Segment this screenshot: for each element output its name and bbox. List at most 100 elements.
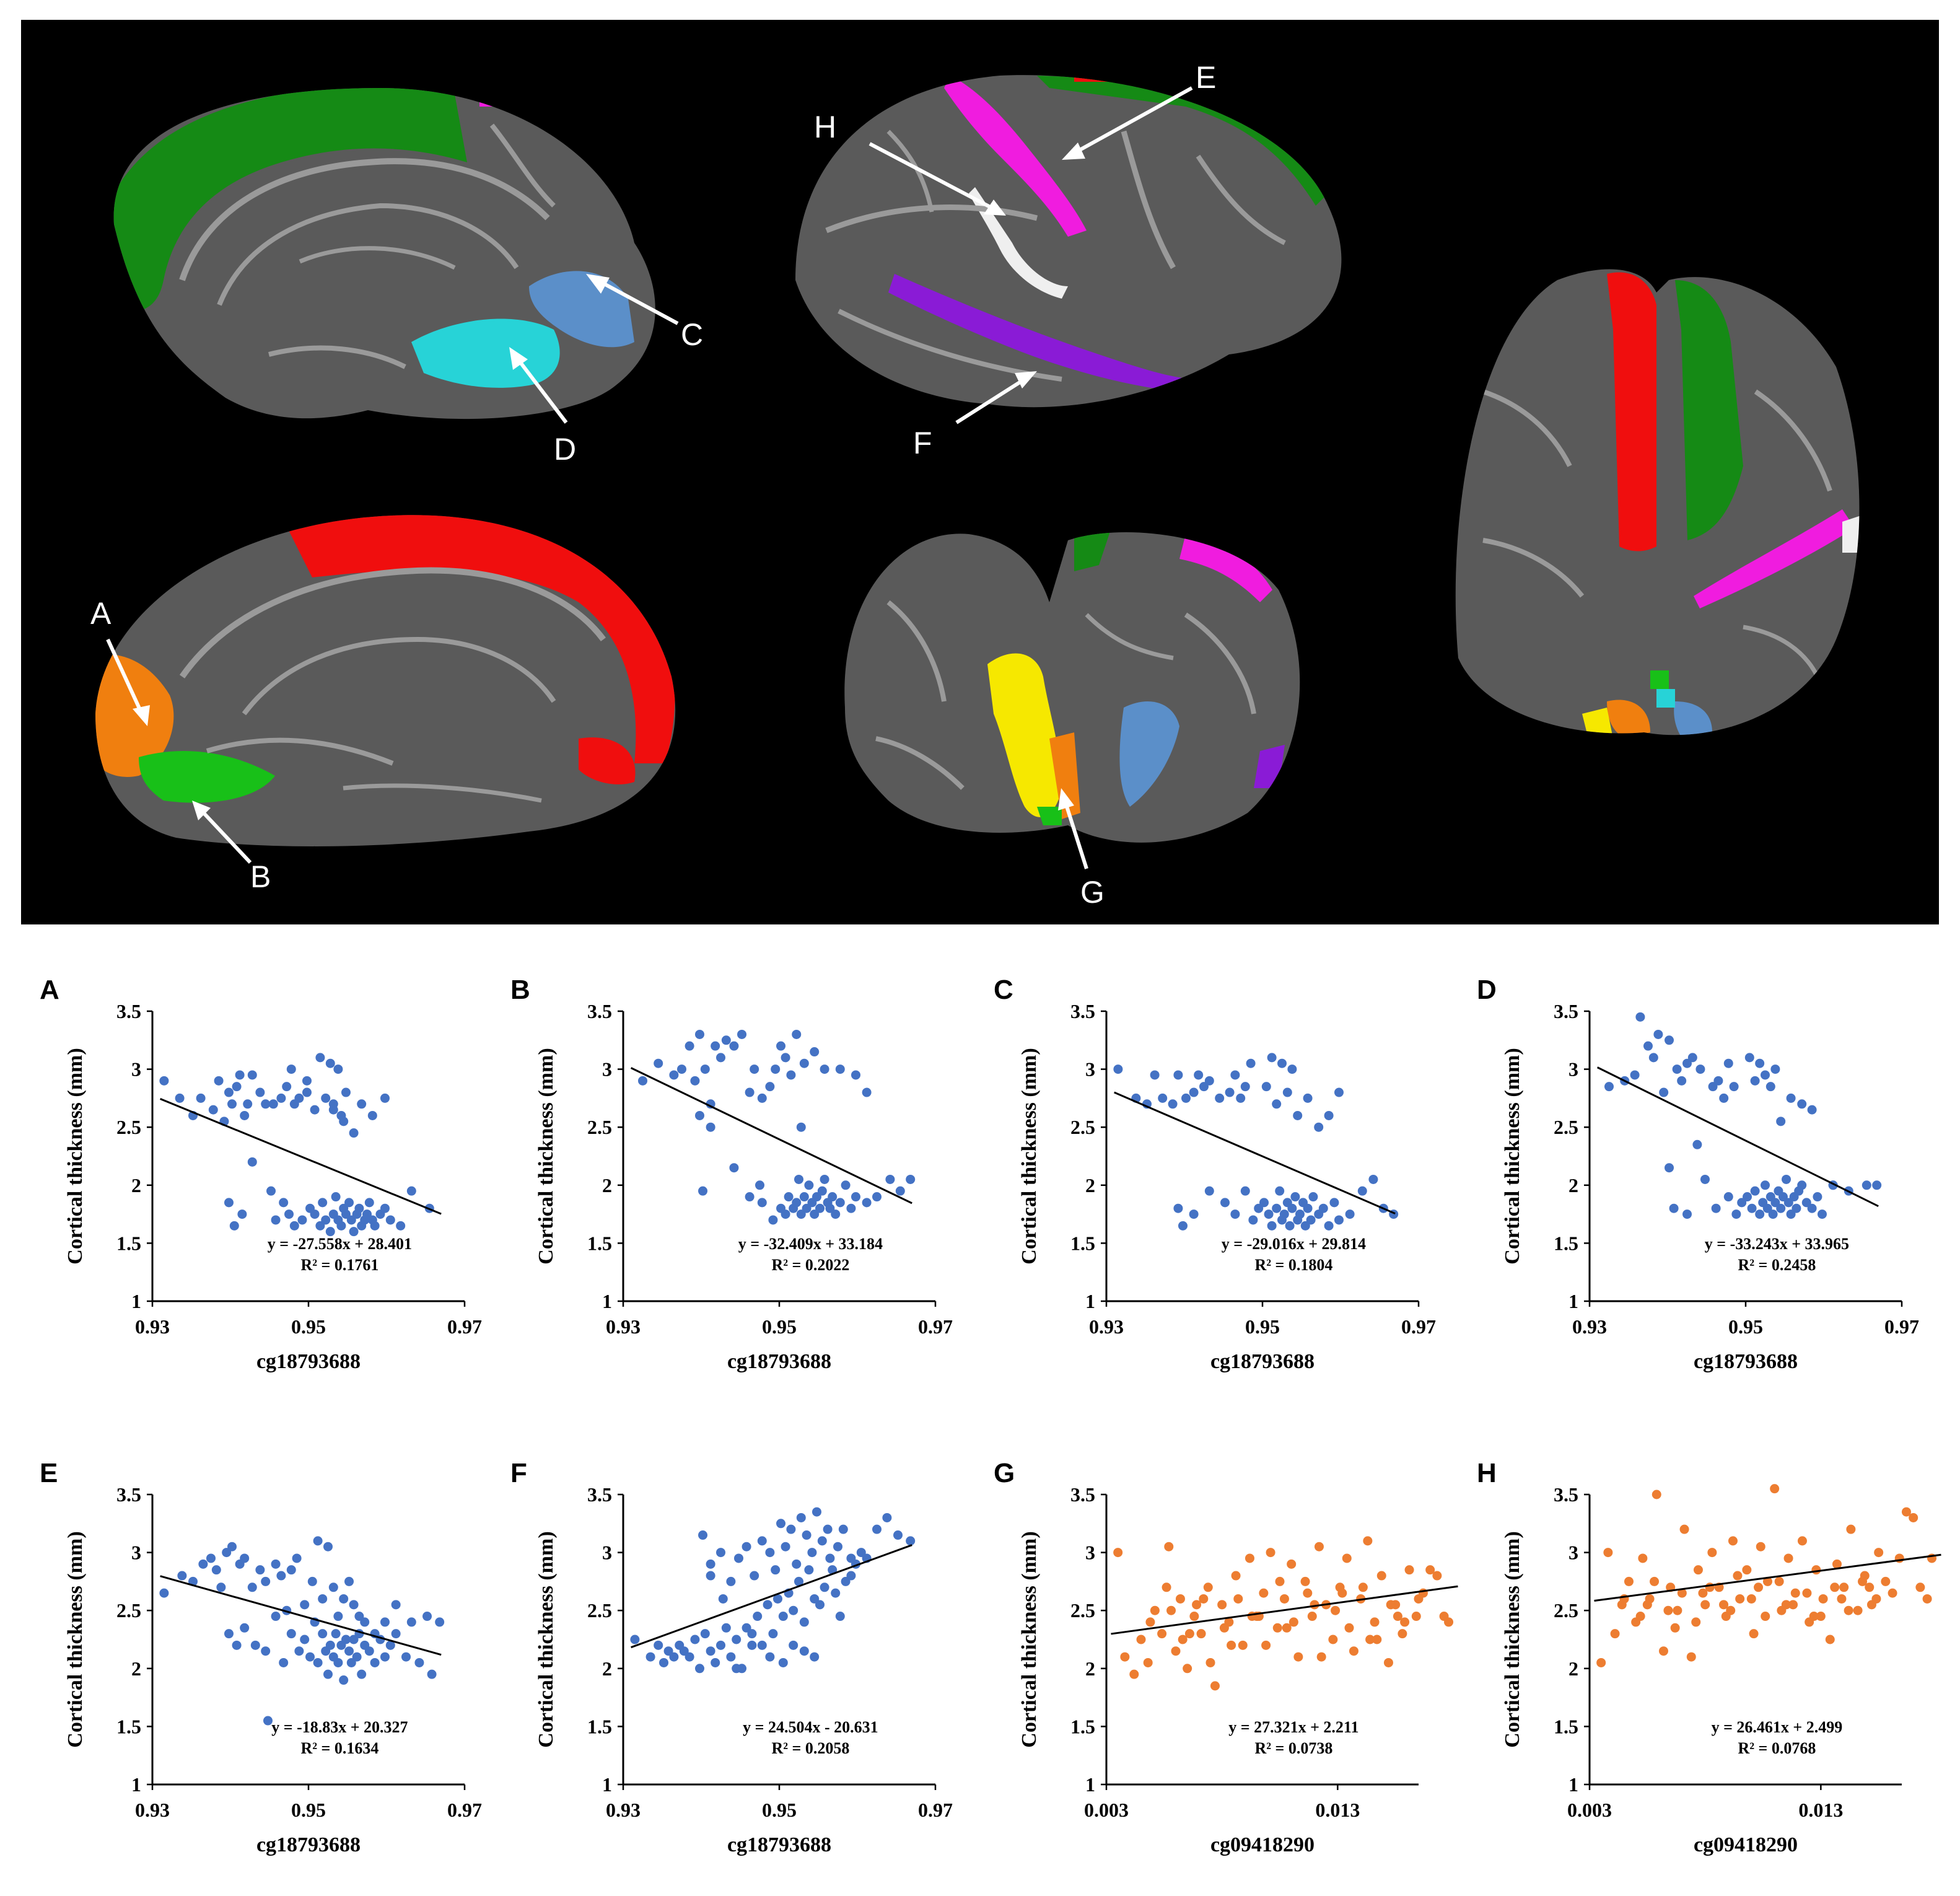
scatter-point	[906, 1174, 916, 1184]
scatter-point	[1774, 1576, 1784, 1586]
scatter-point	[1298, 1198, 1308, 1208]
scatter-point	[1828, 1180, 1838, 1190]
scatter-point	[1357, 1186, 1367, 1196]
scatter-point	[778, 1612, 788, 1622]
scatter-point	[1344, 1623, 1354, 1633]
scatter-point	[679, 1646, 689, 1656]
scatter-point	[323, 1669, 333, 1679]
scatter-point	[745, 1192, 755, 1202]
trend-line	[1114, 1091, 1396, 1214]
y-tick-label: 2	[1085, 1657, 1095, 1680]
scatter-point	[1638, 1553, 1648, 1563]
scatter-point	[1254, 1203, 1264, 1213]
label-d: D	[554, 432, 576, 467]
x-tick-label: 0.003	[1084, 1799, 1129, 1821]
scatter-point	[1178, 1221, 1188, 1231]
scatter-point	[1158, 1093, 1168, 1103]
panel-letter: D	[1477, 975, 1497, 1005]
scatter-point	[817, 1536, 827, 1546]
scatter-point	[706, 1646, 715, 1656]
scatter-point	[1742, 1565, 1752, 1575]
scatter-point	[1624, 1576, 1634, 1586]
scatter-point	[906, 1536, 916, 1546]
y-tick-label: 3.5	[587, 1483, 612, 1506]
x-tick-label: 0.95	[291, 1315, 326, 1338]
scatter-point	[771, 1565, 781, 1575]
scatter-point	[757, 1536, 767, 1546]
scatter-point	[1777, 1605, 1787, 1615]
scatter-point	[1871, 1594, 1881, 1604]
x-tick-label: 0.95	[291, 1799, 326, 1821]
panel-letter: H	[1477, 1458, 1497, 1488]
scatter-point	[781, 1542, 790, 1551]
scatter-point	[196, 1093, 206, 1103]
scatter-point	[1444, 1617, 1454, 1627]
scatter-point	[1303, 1203, 1313, 1213]
y-axis-title: Cortical thickness (mm)	[535, 1048, 558, 1264]
scatter-point	[1247, 1612, 1257, 1622]
scatter-point	[297, 1215, 307, 1225]
scatter-point	[1705, 1582, 1715, 1592]
scatter-point	[1183, 1664, 1192, 1674]
scatter-point	[1189, 1209, 1199, 1219]
scatter-point	[698, 1186, 708, 1196]
scatter-point	[1328, 1635, 1338, 1644]
scatter-point	[1663, 1605, 1673, 1615]
scatter-point	[357, 1221, 367, 1231]
scatter-point	[817, 1186, 827, 1196]
scatter-point	[1259, 1198, 1269, 1208]
x-tick-label: 0.003	[1567, 1799, 1612, 1821]
y-tick-label: 2.5	[587, 1116, 612, 1138]
scatter-point	[729, 1163, 739, 1173]
scatter-point	[1807, 1203, 1817, 1213]
scatter-point	[222, 1548, 232, 1558]
chart-svg: B 1 1.5 2 2.5 3 3.5 0.93 0.95 0.97 cg18793688 Corti…	[510, 975, 953, 1373]
scatter-point	[1635, 1612, 1645, 1622]
y-tick-label: 1.5	[116, 1232, 141, 1254]
scatter-point	[224, 1629, 234, 1639]
scatter-point	[175, 1093, 185, 1103]
x-tick-label: 0.97	[1401, 1315, 1436, 1338]
scatter-point	[872, 1192, 882, 1202]
scatter-point	[229, 1221, 239, 1231]
scatter-point	[1837, 1594, 1847, 1604]
scatter-point	[341, 1635, 351, 1644]
scatter-point	[1762, 1576, 1772, 1586]
y-tick-label: 2	[1568, 1657, 1578, 1680]
scatter-point	[344, 1198, 354, 1208]
y-tick-label: 1.5	[1070, 1232, 1095, 1254]
scatter-point	[1365, 1635, 1375, 1644]
scatter-point	[851, 1559, 860, 1569]
scatter-point	[1620, 1076, 1630, 1086]
scatter-point	[1204, 1076, 1214, 1086]
scatter-point	[669, 1070, 679, 1080]
y-tick-label: 3.5	[1554, 1483, 1578, 1506]
scatter-point	[1230, 1070, 1240, 1080]
label-f: F	[913, 426, 932, 460]
scatter-point	[1215, 1093, 1225, 1103]
scatter-point	[307, 1576, 317, 1586]
scatter-point	[1220, 1198, 1230, 1208]
scatter-point	[235, 1559, 245, 1569]
scatter-point	[1272, 1203, 1282, 1213]
scatter-point	[349, 1600, 359, 1610]
scatter-point	[364, 1198, 374, 1208]
panel-letter: B	[510, 975, 530, 1005]
scatter-point	[820, 1064, 829, 1074]
scatter-point	[331, 1629, 341, 1639]
brain-superior-view	[1455, 269, 1860, 735]
panel-letter: F	[510, 1458, 527, 1488]
scatter-point	[1398, 1629, 1407, 1639]
scatter-point	[1805, 1617, 1814, 1627]
scatter-point	[1755, 1209, 1765, 1219]
scatter-point	[339, 1594, 349, 1604]
scatter-point	[1277, 1058, 1287, 1068]
scatter-point	[794, 1174, 803, 1184]
scatter-point	[1113, 1548, 1123, 1558]
scatter-point	[1881, 1576, 1891, 1586]
scatter-point	[1744, 1053, 1754, 1063]
scatter-point	[812, 1192, 821, 1202]
scatter-point	[1314, 1542, 1324, 1551]
scatter-point	[786, 1070, 796, 1080]
scatter-point	[1173, 1203, 1183, 1213]
